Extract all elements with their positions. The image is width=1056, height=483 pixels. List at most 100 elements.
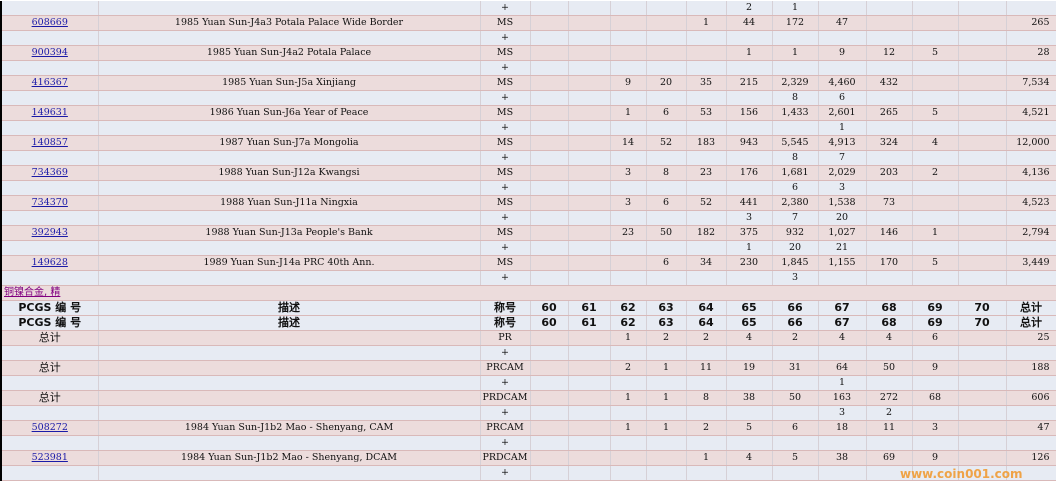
- pcgs-number-cell: [2, 150, 99, 166]
- grade-63-cell: 8: [646, 165, 687, 181]
- table-row-plus: +3 2: [2, 405, 1056, 421]
- section-link[interactable]: 铜镍合金, 精: [4, 287, 61, 298]
- grade-69-cell: 1: [912, 225, 959, 241]
- grade-64-cell: [686, 435, 727, 451]
- pcgs-number-link[interactable]: 734370: [31, 197, 68, 208]
- grade-68-cell: 324: [866, 135, 913, 151]
- grade-68-cell: 2: [866, 405, 913, 421]
- grade-61-cell: [568, 270, 611, 286]
- grade-60-cell: [530, 180, 569, 196]
- pcgs-number-link[interactable]: 734369: [31, 167, 68, 178]
- grade-69-cell: 2: [912, 165, 959, 181]
- grade-62-cell: 3: [610, 165, 647, 181]
- grade-64-cell: 8: [686, 390, 727, 406]
- grade-62-cell: 3: [610, 195, 647, 211]
- header-description: 描述: [98, 300, 481, 316]
- grade-62-cell: 23: [610, 225, 647, 241]
- grade-63-cell: [646, 45, 687, 61]
- grade-66-cell: 1,845: [772, 255, 819, 271]
- grade-69-cell: 5: [912, 105, 959, 121]
- grade-63-cell: 1: [646, 390, 687, 406]
- grade-68-cell: [866, 150, 913, 166]
- grade-66-cell: 6: [772, 180, 819, 196]
- grade-65-cell: 1: [726, 240, 773, 256]
- grade-69-cell: 9: [912, 360, 959, 376]
- grade-61-cell: [568, 165, 611, 181]
- description-cell: [98, 210, 481, 226]
- pcgs-number-link[interactable]: 900394: [31, 47, 68, 58]
- designation-cell: PRCAM: [480, 360, 531, 376]
- grade-64-cell: 182: [686, 225, 727, 241]
- grade-70-cell: [958, 225, 1007, 241]
- grade-67-cell: 4,460: [818, 75, 867, 91]
- grade-68-cell: 4: [866, 330, 913, 346]
- grade-69-cell: 5: [912, 45, 959, 61]
- grade-70-cell: [958, 30, 1007, 46]
- table-row-plus: +1 20 21: [2, 240, 1056, 256]
- grade-60-cell: [530, 420, 569, 436]
- grade-60-cell: [530, 195, 569, 211]
- grade-70-cell: [958, 270, 1007, 286]
- grade-67-cell: 1,538: [818, 195, 867, 211]
- grade-63-cell: 1: [646, 420, 687, 436]
- designation-cell: MS: [480, 45, 531, 61]
- description-cell: [98, 1, 481, 16]
- grade-64-cell: [686, 270, 727, 286]
- pcgs-number-link[interactable]: 508272: [31, 422, 68, 433]
- header-description: 描述: [98, 315, 481, 331]
- grade-69-cell: [912, 150, 959, 166]
- grade-65-cell: [726, 30, 773, 46]
- pcgs-number-link[interactable]: 523981: [31, 452, 68, 463]
- header-grade-69: 69: [912, 315, 959, 331]
- grade-60-cell: [530, 210, 569, 226]
- grade-61-cell: [568, 1, 611, 16]
- grade-70-cell: [958, 150, 1007, 166]
- grade-67-cell: [818, 30, 867, 46]
- grade-67-cell: 9: [818, 45, 867, 61]
- grade-65-cell: 156: [726, 105, 773, 121]
- pcgs-number-cell: [2, 465, 99, 481]
- grade-65-cell: [726, 375, 773, 391]
- grade-66-cell: 8: [772, 150, 819, 166]
- total-cell: 2,794: [1006, 225, 1056, 241]
- grade-61-cell: [568, 345, 611, 361]
- pcgs-number-link[interactable]: 608669: [31, 17, 68, 28]
- grade-65-cell: 943: [726, 135, 773, 151]
- grade-68-cell: 73: [866, 195, 913, 211]
- grade-64-cell: 2: [686, 420, 727, 436]
- header-row: PCGS 编 号描述 称号 60 61 62 63 64 65 66 67 68 69 70 总计: [2, 315, 1056, 331]
- table-row: 总计 PRCAM 2 1 11 19 31 64 50 9 188: [2, 360, 1056, 376]
- grade-61-cell: [568, 360, 611, 376]
- grade-63-cell: [646, 345, 687, 361]
- pcgs-number-link[interactable]: 416367: [31, 77, 68, 88]
- grade-64-cell: 35: [686, 75, 727, 91]
- grade-60-cell: [530, 390, 569, 406]
- grade-63-cell: [646, 405, 687, 421]
- grade-67-cell: 18: [818, 420, 867, 436]
- grade-67-cell: 38: [818, 450, 867, 466]
- grade-65-cell: 441: [726, 195, 773, 211]
- header-grade-61: 61: [568, 315, 611, 331]
- pcgs-number-link[interactable]: 392943: [31, 227, 68, 238]
- description-cell: [98, 150, 481, 166]
- total-cell: 4,523: [1006, 195, 1056, 211]
- pcgs-number-link[interactable]: 140857: [31, 137, 68, 148]
- grade-69-cell: [912, 60, 959, 76]
- pcgs-number-link[interactable]: 149631: [31, 107, 68, 118]
- designation-cell: PRDCAM: [480, 390, 531, 406]
- grade-67-cell: 3: [818, 405, 867, 421]
- pcgs-number-link[interactable]: 149628: [31, 257, 68, 268]
- table-row: 416367 1985 Yuan Sun-J5a Xinjiang MS 9 20 35 2…: [2, 75, 1056, 91]
- header-grade-63: 63: [646, 315, 687, 331]
- table-row-plus: +1: [2, 375, 1056, 391]
- grade-62-cell: [610, 405, 647, 421]
- grade-67-cell: 6: [818, 90, 867, 106]
- grade-69-cell: [912, 120, 959, 136]
- table-row: 734370 1988 Yuan Sun-J11a Ningxia MS 3 6 52 44…: [2, 195, 1056, 211]
- header-grade-67: 67: [818, 315, 867, 331]
- designation-cell: +: [480, 150, 531, 166]
- grade-69-cell: [912, 1, 959, 16]
- header-grade-70: 70: [958, 300, 1007, 316]
- grade-60-cell: [530, 405, 569, 421]
- grade-65-cell: [726, 345, 773, 361]
